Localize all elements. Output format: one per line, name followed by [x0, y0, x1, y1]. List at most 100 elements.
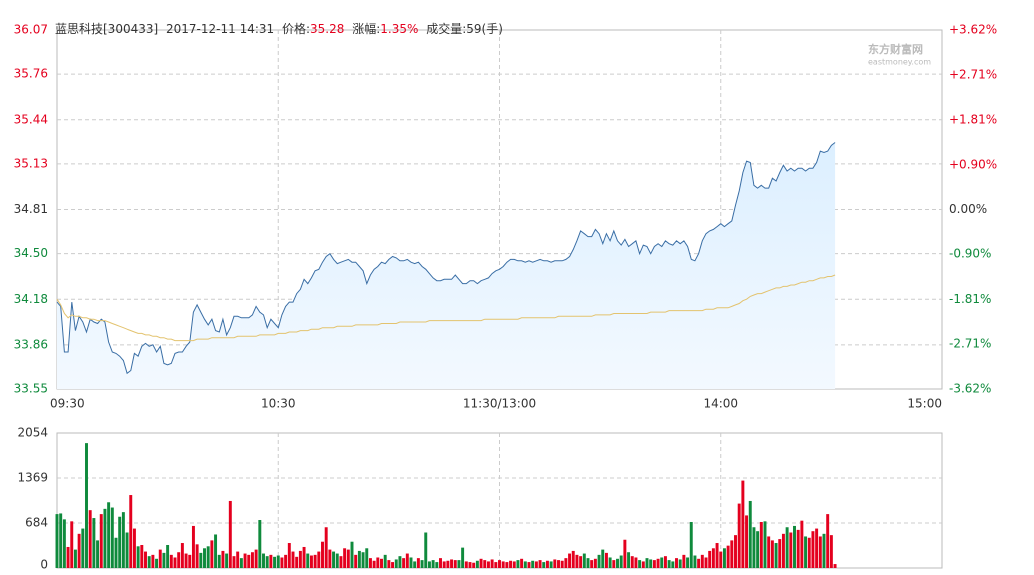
volume-bar	[405, 553, 409, 568]
change-label: 涨幅:	[352, 21, 380, 36]
volume-bar	[457, 560, 461, 568]
volume-bar	[70, 521, 74, 568]
y-tick-label: 34.81	[14, 202, 48, 216]
price: 35.28	[310, 22, 344, 36]
volume-bar	[365, 548, 369, 568]
volume-bar	[745, 515, 749, 568]
volume-bar	[523, 561, 527, 568]
volume-bar	[321, 541, 324, 568]
price-line	[56, 142, 836, 375]
volume-bar	[62, 519, 66, 568]
y-tick-label: 36.07	[14, 23, 48, 37]
x-tick-label: 10:30	[261, 397, 296, 411]
volume-tick-label: 0	[40, 558, 48, 572]
volume-bar	[107, 502, 111, 568]
watermark-brand: 东方财富网	[868, 42, 923, 56]
volume-bar	[623, 539, 627, 568]
volume-bar	[442, 561, 446, 568]
volume-bar	[759, 521, 763, 568]
volume-bar	[350, 541, 354, 568]
volume-bar	[582, 553, 586, 568]
volume-bar	[376, 557, 380, 568]
volume-bar	[343, 548, 347, 568]
volume-bar	[439, 558, 442, 568]
volume-bar	[796, 529, 800, 568]
volume-bar	[85, 443, 88, 568]
volume-bar	[214, 534, 218, 568]
volume-bar	[450, 559, 454, 568]
volume-bar	[560, 560, 564, 568]
y2-tick-label: +2.71%	[949, 68, 997, 82]
y-tick-label: 35.44	[14, 112, 48, 126]
volume-bar	[191, 525, 195, 568]
watermark-site: eastmoney.com	[868, 58, 931, 67]
volume-bar	[132, 528, 136, 568]
volume-bar	[475, 560, 479, 568]
y2-tick-label: -2.71%	[949, 336, 991, 350]
volume-bar	[306, 553, 310, 568]
volume-bar	[815, 528, 819, 568]
x-tick-label: 09:30	[50, 397, 85, 411]
volume-bar	[781, 533, 785, 568]
volume-bar	[612, 560, 616, 568]
volume-bar	[520, 558, 524, 568]
volume-bar	[498, 560, 501, 568]
y2-tick-label: -0.90%	[949, 247, 991, 261]
volume-bar	[708, 550, 712, 568]
price-label: 价格:	[282, 21, 310, 36]
volume-bar	[302, 546, 306, 568]
volume-bar	[468, 562, 472, 568]
volume-bar	[446, 560, 450, 568]
volume-bar	[693, 555, 697, 568]
volume-bar	[586, 558, 590, 568]
volume-bar	[553, 559, 557, 568]
volume-bar	[641, 561, 645, 568]
volume-bar	[236, 551, 240, 568]
volume-bar	[549, 561, 553, 568]
volume-bar	[833, 564, 837, 568]
volume-bar	[667, 560, 671, 568]
volume-bar	[140, 544, 144, 568]
volume-tick-label: 1369	[17, 471, 48, 485]
volume-bar	[269, 554, 273, 568]
volume-bar	[206, 546, 210, 568]
volume-bar	[372, 560, 376, 568]
volume-bar	[92, 518, 96, 568]
volume-bar	[789, 532, 793, 568]
volume-bar	[590, 560, 594, 568]
volume-bar	[822, 533, 826, 568]
volume-bar	[715, 543, 719, 568]
volume-bar	[534, 561, 538, 568]
header: 蓝思科技[300433] 2017-12-11 14:31 价格:35.28 涨…	[55, 21, 503, 36]
volume-bar	[136, 546, 140, 568]
volume-bar	[239, 558, 243, 568]
volume-bar	[472, 562, 476, 568]
volume-bar	[184, 553, 188, 568]
volume-bar	[800, 520, 804, 568]
volume-bar	[129, 495, 133, 568]
volume-bar	[431, 560, 435, 568]
volume-bar	[663, 556, 667, 568]
volume-bar	[339, 556, 343, 568]
volume-bar	[59, 513, 63, 568]
volume-bar	[427, 561, 431, 568]
volume-bar	[254, 549, 258, 568]
volume-bar	[616, 558, 619, 568]
volume-bar	[608, 557, 612, 568]
volume-bar	[203, 548, 206, 568]
y2-tick-label: +1.81%	[949, 112, 997, 126]
volume-bar	[88, 510, 92, 568]
volume-bar	[542, 562, 546, 568]
volume-bar	[147, 556, 151, 568]
volume-bar	[173, 557, 177, 568]
volume-bar	[575, 554, 579, 568]
volume-bar	[118, 516, 122, 568]
volume-bar	[826, 514, 830, 568]
volume-bar	[675, 558, 678, 568]
volume-bar	[778, 539, 782, 568]
x-tick-label: 15:00	[907, 397, 942, 411]
volume-bar	[704, 557, 708, 568]
volume-bar	[752, 527, 756, 568]
volume-bar	[121, 512, 125, 568]
volume-bar	[638, 560, 642, 568]
